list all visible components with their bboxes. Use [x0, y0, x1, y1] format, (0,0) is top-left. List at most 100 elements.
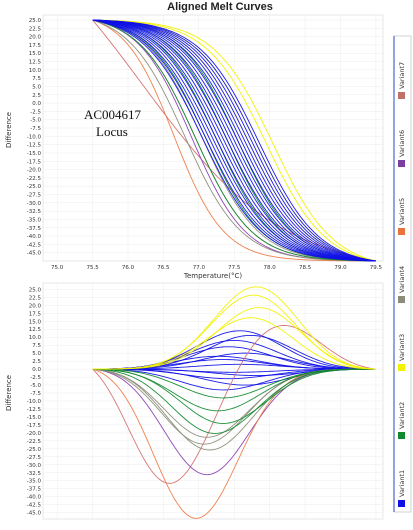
top-y-tick-label: 2.5 [32, 93, 41, 99]
bottom-curve-variant2 [92, 368, 376, 434]
top-y-tick-label: -15.0 [27, 151, 42, 157]
bottom-y-tick-label: 25.0 [29, 287, 42, 293]
top-y-tick-label: -37.5 [27, 226, 42, 232]
top-curve-variant1 [92, 19, 376, 262]
top-y-tick-label: -45.0 [27, 251, 42, 257]
top-curve-series [92, 19, 377, 262]
bottom-y-tick-label: 2.5 [32, 359, 41, 365]
difference-curve-plot: 25.0 22.5 20.0 17.5 15.0 12.5 10.0 7.5 5.0 2.5 0.0… [5, 282, 384, 520]
bottom-curve-variant3 [92, 317, 376, 370]
bottom-curve-variant2 [92, 368, 376, 424]
legend: Variant7 Variant6 Variant5 Variant4 Variant3… [393, 35, 412, 513]
legend-label: Variant6 [398, 130, 406, 157]
legend-swatch [398, 432, 405, 439]
top-x-axis-label: Temperature(°C) [183, 272, 242, 280]
top-x-tick-labels: 75.0 75.5 76.0 76.5 77.0 77.5 78.0 78.5 79.0 79.5 [51, 265, 382, 271]
top-y-tick-label: -7.5 [30, 126, 41, 132]
top-curve-variant3 [92, 19, 377, 262]
top-x-tick-label: 75.5 [86, 265, 99, 271]
top-x-tick-label: 77.5 [228, 265, 241, 271]
bottom-plot-grid [43, 283, 383, 519]
legend-swatch [398, 160, 405, 167]
top-y-tick-label: -22.5 [27, 176, 42, 182]
bottom-y-tick-label: -30.0 [27, 463, 42, 469]
bottom-y-tick-label: -12.5 [27, 407, 42, 413]
top-y-tick-label: 20.0 [29, 35, 42, 41]
bottom-y-tick-label: 7.5 [32, 343, 41, 349]
top-curve-variant1 [92, 19, 376, 262]
legend-label: Variant3 [398, 334, 406, 361]
top-y-tick-label: -32.5 [27, 209, 42, 215]
legend-label: Variant4 [398, 266, 406, 293]
top-x-tick-label: 78.0 [264, 265, 277, 271]
top-y-tick-label: -20.0 [27, 168, 42, 174]
legend-swatch [398, 228, 405, 235]
top-x-tick-label: 76.5 [157, 265, 170, 271]
top-y-tick-label: -30.0 [27, 201, 42, 207]
bottom-y-tick-label: 12.5 [29, 327, 42, 333]
bottom-curve-variant7 [92, 324, 376, 484]
top-curve-variant1 [92, 19, 376, 262]
top-y-axis-label: Difference [5, 112, 13, 148]
top-x-tick-label: 75.0 [51, 265, 64, 271]
legend-items: Variant7 Variant6 Variant5 Variant4 Variant3… [398, 62, 406, 507]
top-y-tick-label: -17.5 [27, 159, 42, 165]
top-y-tick-label: -27.5 [27, 193, 42, 199]
top-y-tick-label: 7.5 [32, 76, 41, 82]
top-curve-variant2 [92, 19, 376, 262]
top-y-tick-label: 25.0 [29, 18, 42, 24]
bottom-y-tick-label: -37.5 [27, 487, 42, 493]
legend-label: Variant2 [398, 402, 406, 429]
top-x-tick-label: 77.0 [193, 265, 206, 271]
top-curve-variant1 [92, 19, 376, 262]
top-y-tick-label: 17.5 [29, 43, 42, 49]
chart-title: Aligned Melt Curves [167, 1, 273, 13]
top-curve-variant4 [92, 19, 376, 262]
top-y-tick-label: 12.5 [29, 60, 42, 66]
top-y-tick-label: 22.5 [29, 26, 42, 32]
top-y-tick-label: -35.0 [27, 217, 42, 223]
bottom-y-tick-label: 17.5 [29, 311, 42, 317]
top-x-tick-label: 79.0 [334, 265, 347, 271]
top-x-tick-label: 78.5 [299, 265, 312, 271]
bottom-y-tick-label: -45.0 [27, 511, 42, 517]
bottom-y-tick-label: -32.5 [27, 471, 42, 477]
aligned-melt-curve-plot: 25.0 22.5 20.0 17.5 15.0 12.5 10.0 7.5 5.0 2.5 0.0… [5, 14, 384, 280]
top-plot-grid [43, 15, 383, 261]
bottom-y-tick-label: -22.5 [27, 439, 42, 445]
top-y-tick-label: 0.0 [32, 101, 41, 107]
top-y-tick-label: 15.0 [29, 51, 42, 57]
bottom-y-tick-label: -10.0 [27, 399, 42, 405]
bottom-y-tick-label: -35.0 [27, 479, 42, 485]
top-y-tick-label: -42.5 [27, 242, 42, 248]
locus-annotation-line2: Locus [96, 124, 128, 139]
top-curve-variant1 [92, 19, 376, 262]
bottom-y-tick-label: -17.5 [27, 423, 42, 429]
bottom-y-tick-label: 0.0 [32, 367, 41, 373]
top-curve-variant5 [92, 19, 376, 262]
top-y-tick-label: -2.5 [30, 109, 41, 115]
top-y-tick-label: -12.5 [27, 143, 42, 149]
top-x-tick-label: 79.5 [370, 265, 383, 271]
top-curve-variant1 [92, 19, 376, 262]
top-y-tick-labels: 25.0 22.5 20.0 17.5 15.0 12.5 10.0 7.5 5.0 2.5 0.0… [27, 18, 42, 257]
top-curve-variant1 [92, 19, 376, 262]
bottom-y-tick-labels: 25.0 22.5 20.0 17.5 15.0 12.5 10.0 7.5 5.0 2.5 0.0… [27, 287, 42, 516]
bottom-curve-series [92, 286, 376, 519]
bottom-y-tick-label: 10.0 [29, 335, 42, 341]
top-y-tick-label: -40.0 [27, 234, 42, 240]
bottom-y-tick-label: 5.0 [32, 351, 41, 357]
bottom-y-tick-label: -20.0 [27, 431, 42, 437]
legend-label: Variant1 [398, 470, 406, 497]
top-y-tick-label: 5.0 [32, 84, 41, 90]
bottom-y-tick-label: -27.5 [27, 455, 42, 461]
bottom-y-tick-label: -2.5 [30, 375, 41, 381]
legend-swatch [398, 296, 405, 303]
bottom-y-tick-label: 20.0 [29, 303, 42, 309]
top-x-tick-label: 76.0 [122, 265, 135, 271]
bottom-y-tick-label: -25.0 [27, 447, 42, 453]
legend-swatch [398, 500, 405, 507]
top-y-tick-label: 10.0 [29, 68, 42, 74]
top-curve-variant1 [92, 19, 376, 262]
